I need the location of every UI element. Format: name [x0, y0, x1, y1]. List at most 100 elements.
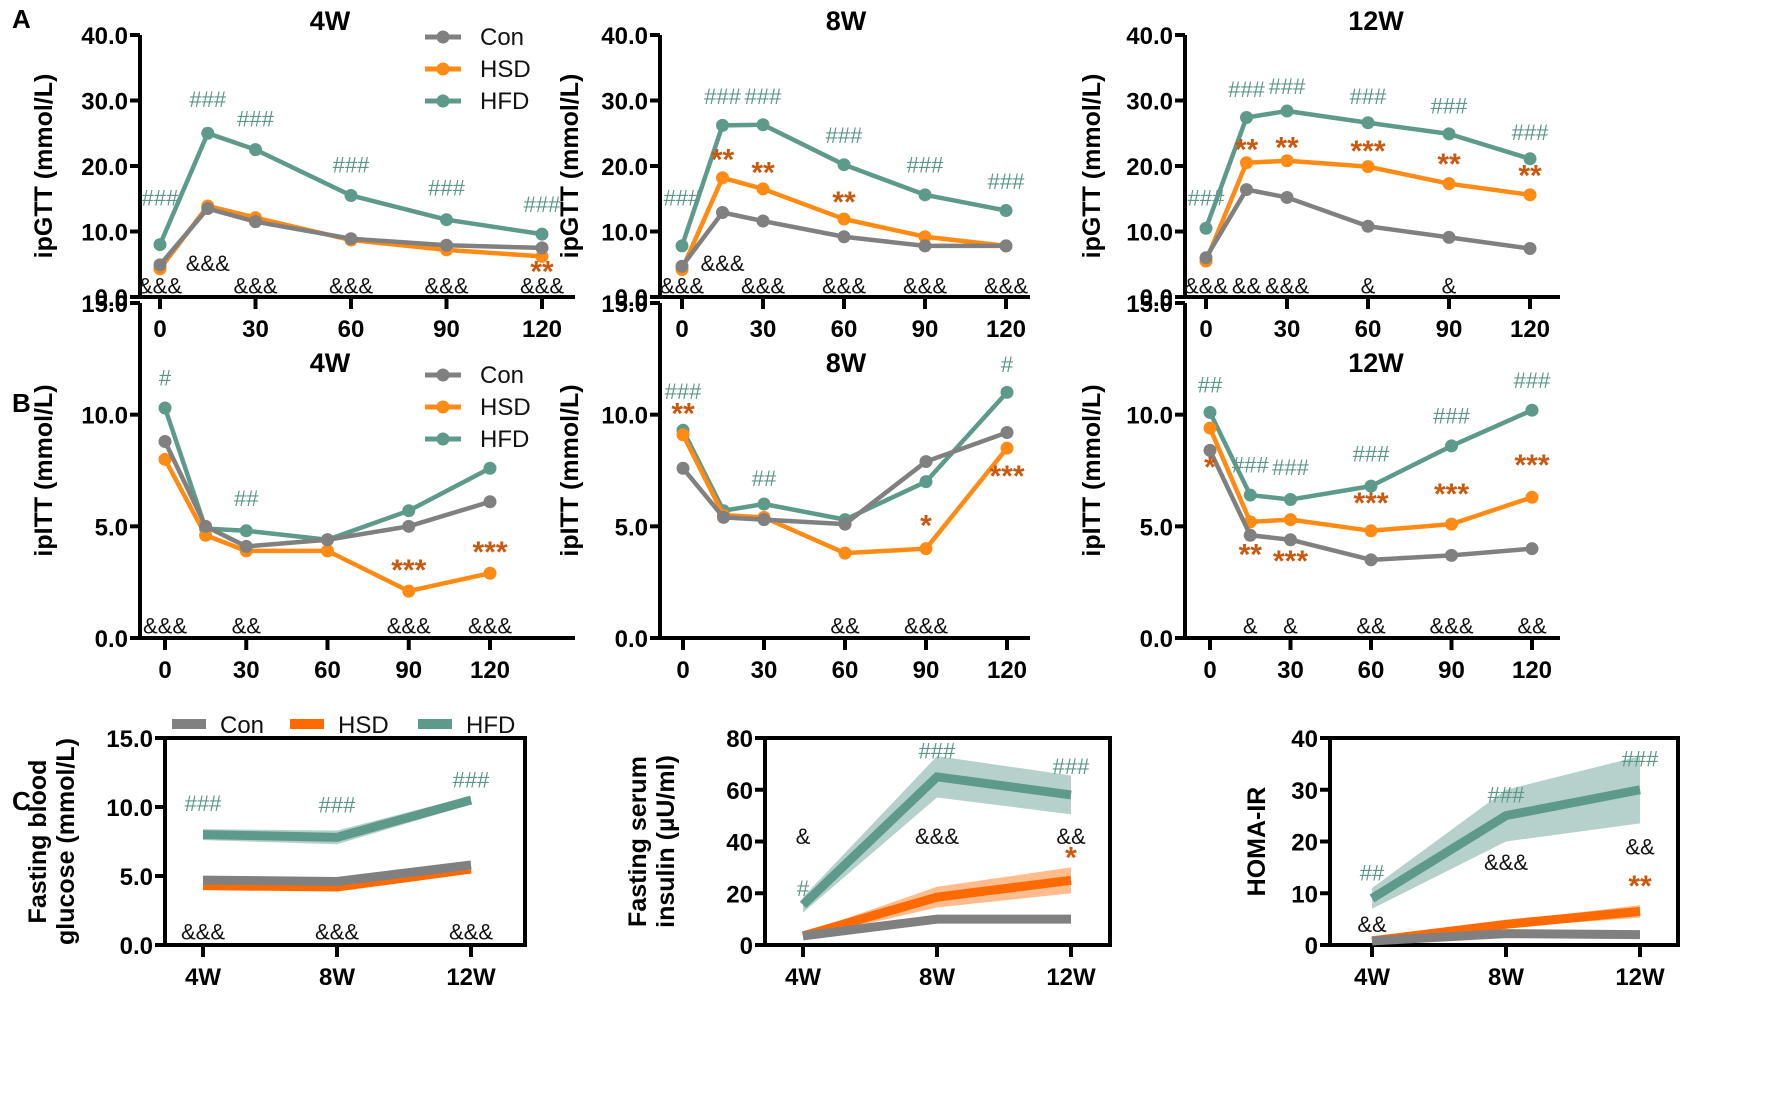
data-point-con [201, 202, 215, 216]
significance-mark: &&& [741, 274, 785, 299]
significance-mark: ** [1628, 870, 1652, 903]
series-line-con [681, 430, 1008, 527]
y-axis-label: glucose (mmol/L) [52, 738, 80, 945]
chart-c-insulin: 0 20 40 60 80 4W 8W 12W Fasting serum insulin (µU… [624, 726, 1112, 991]
series-line-hsd [163, 458, 491, 594]
data-point-hfd [1523, 152, 1537, 166]
significance-mark: ### [453, 768, 490, 793]
y-tick-label: 20.0 [1126, 154, 1173, 181]
data-point-con [249, 215, 262, 229]
data-point-hfd [675, 239, 689, 253]
significance-mark: ### [237, 107, 274, 132]
data-point-hfd [1361, 116, 1375, 130]
significance-mark: ### [1228, 77, 1265, 102]
significance-mark: ### [1431, 94, 1468, 119]
significance-mark: ## [1198, 372, 1223, 397]
legend-item-hfd: HFD [425, 88, 529, 115]
significance-mark: *** [1434, 478, 1469, 511]
legend-item-hsd: HSD [425, 56, 531, 83]
x-tick-label: 30 [1274, 316, 1301, 343]
x-tick-label: 90 [1436, 316, 1463, 343]
legend-marker [436, 94, 450, 108]
data-point-hsd [158, 452, 172, 466]
x-tick-label: 0 [675, 316, 688, 343]
legend-label: Con [480, 362, 524, 389]
legend-label: HFD [466, 712, 515, 739]
y-tick-label: 0.0 [95, 285, 128, 312]
x-tick-label: 30 [750, 316, 777, 343]
series-line-hsd [202, 864, 472, 892]
data-point-con [1442, 230, 1456, 244]
significance-mark: ### [1053, 754, 1090, 779]
x-tick-label: 60 [1355, 316, 1382, 343]
significance-mark: && [1625, 834, 1655, 859]
data-point-hfd [919, 475, 933, 489]
legend-label: Con [480, 24, 524, 51]
legend-label: Con [220, 712, 264, 739]
significance-mark: ### [189, 87, 226, 112]
significance-mark: ### [428, 175, 465, 200]
y-axis-label: ipITT (mmol/L) [30, 384, 58, 556]
data-point-con [344, 232, 358, 246]
significance-mark: & [796, 824, 811, 849]
significance-mark: ### [1488, 783, 1525, 808]
data-point-hsd [1364, 524, 1378, 538]
significance-mark: &&& [822, 274, 866, 299]
data-point-con [1361, 219, 1375, 233]
data-point-hsd [1361, 160, 1375, 174]
significance-mark: & [1243, 614, 1258, 639]
data-point-hfd [483, 461, 497, 475]
y-axis-label: Fasting blood [24, 760, 52, 924]
series-line-hsd [680, 433, 1009, 556]
y-axis-label: ipGTT (mmol/L) [30, 74, 58, 259]
data-point-con [838, 517, 852, 531]
legend-item-con: Con [425, 24, 524, 51]
significance-mark: # [159, 366, 172, 391]
significance-mark: &&& [700, 251, 744, 276]
y-tick-label: 40 [726, 830, 753, 857]
significance-mark: && [1356, 614, 1386, 639]
data-point-hsd [1280, 154, 1294, 168]
data-point-hsd [199, 528, 213, 542]
significance-mark: ### [1272, 455, 1309, 480]
x-tick-label: 90 [912, 316, 939, 343]
data-point-con [716, 206, 729, 220]
series-line-hfd [202, 795, 473, 842]
significance-mark: ## [752, 466, 777, 491]
y-tick-label: 30.0 [601, 89, 648, 116]
x-tick-label: 120 [1512, 657, 1552, 684]
x-tick-label: 30 [751, 657, 778, 684]
y-tick-label: 10.0 [1126, 220, 1173, 247]
x-tick-label: 120 [987, 657, 1027, 684]
chart-title: 4W [310, 6, 351, 36]
legend-item-con: Con [425, 362, 524, 389]
chart-c-glucose: 0.0 5.0 10.0 15.0 4W 8W 12W Fasting blood glucos… [24, 712, 527, 991]
significance-mark: & [1283, 614, 1298, 639]
significance-mark: && [1517, 614, 1547, 639]
y-axis-label: ipGTT (mmol/L) [556, 74, 584, 259]
significance-mark: &&& [143, 614, 187, 639]
y-tick-label: 10.0 [106, 795, 153, 822]
data-point-hsd [1000, 441, 1014, 455]
significance-mark: & [1361, 274, 1376, 299]
series-line-con [158, 206, 543, 267]
significance-mark: &&& [181, 919, 225, 944]
y-tick-label: 5.0 [95, 514, 128, 541]
significance-mark: *** [472, 536, 507, 569]
chart-b-12w: 12W 0.0 5.0 10.0 15.0 0 30 60 90 120 ipITT (mmol/L… [1078, 291, 1560, 684]
data-point-hfd [1284, 493, 1297, 507]
chart-title: 8W [826, 6, 867, 36]
chart-title: 12W [1348, 6, 1404, 36]
y-tick-label: 60 [726, 778, 753, 805]
plot-frame [163, 736, 527, 947]
data-point-con [239, 539, 253, 553]
data-point-hfd [1000, 385, 1014, 399]
significance-mark: & [1442, 274, 1457, 299]
x-tick-label: 4W [185, 964, 221, 991]
legend-label: HSD [480, 394, 531, 421]
significance-mark: * [1065, 841, 1077, 874]
series-line-hfd [680, 390, 1009, 522]
significance-mark: &&& [387, 614, 431, 639]
data-point-hsd [676, 428, 690, 442]
panel-label-b: B [12, 388, 31, 418]
